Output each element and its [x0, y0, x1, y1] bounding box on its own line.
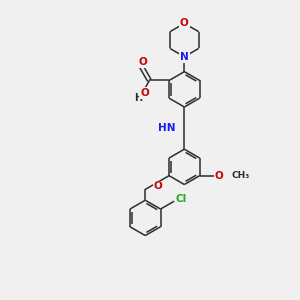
Text: CH₃: CH₃	[231, 171, 249, 180]
Text: N: N	[180, 52, 189, 62]
Text: O: O	[140, 88, 149, 98]
Text: O: O	[154, 182, 163, 191]
Text: H: H	[135, 93, 143, 103]
Text: O: O	[180, 18, 189, 28]
Text: O: O	[138, 57, 147, 67]
Text: O: O	[215, 171, 224, 181]
Text: HN: HN	[158, 123, 175, 133]
Text: Cl: Cl	[176, 194, 187, 204]
